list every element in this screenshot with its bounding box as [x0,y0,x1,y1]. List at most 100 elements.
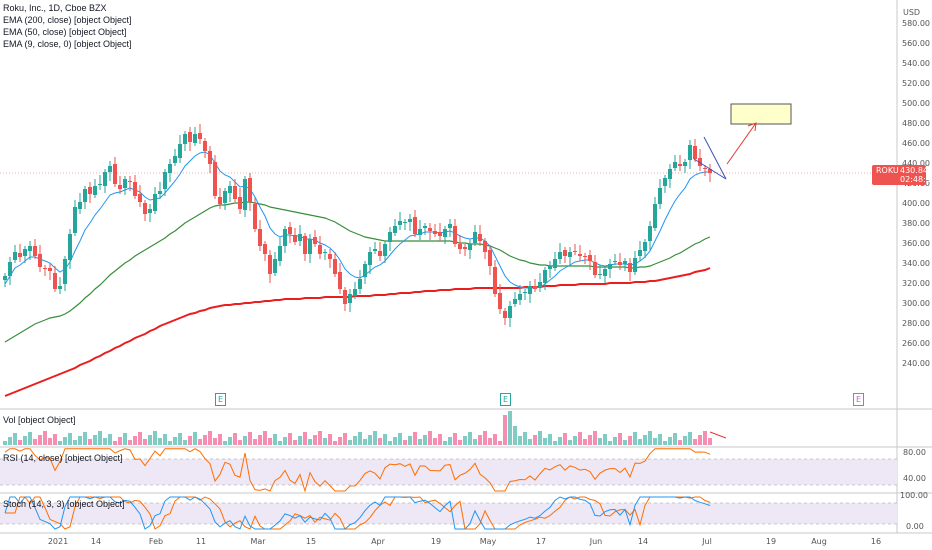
volume-bar [283,437,287,445]
legend-ema200[interactable]: EMA (200, close) [object Object] [3,15,132,25]
candle-body [428,228,432,231]
candle-body [63,259,67,284]
time-tick-label: 15 [305,537,317,546]
volume-bar [318,431,322,445]
time-tick-label: 17 [535,537,547,546]
candle-body [558,252,562,259]
time-tick-label: 14 [90,537,102,546]
earnings-marker-jul[interactable]: E [853,393,864,406]
candle-body [273,259,277,273]
legend-stoch[interactable]: Stoch (14, 3, 3) [object Object] [3,499,125,509]
legend-rsi[interactable]: RSI (14, close) [object Object] [3,453,123,463]
candle-body [198,133,202,139]
volume-bar [13,433,17,445]
candle-body [443,229,447,237]
volume-bar [183,440,187,445]
candle-body [78,202,82,209]
candle-body [263,244,267,254]
volume-bar [658,434,662,445]
candle-body [348,294,352,303]
volume-bar [418,439,422,445]
volume-bar [23,436,27,445]
price-tick-label: 480.00 [902,119,930,128]
candle-body [178,144,182,158]
stoch-pane [0,496,897,530]
candle-body [553,259,557,268]
candle-body [213,162,217,196]
volume-bar [118,437,122,445]
rsi-pane [0,448,897,493]
volume-bar [378,438,382,445]
volume-bar [238,440,242,445]
earnings-marker-apr[interactable]: E [500,393,511,406]
volume-bar [263,431,267,445]
volume-bar [68,433,72,445]
candle-body [138,194,142,202]
volume-bar [508,411,512,445]
candle-body [363,264,367,277]
volume-bar [668,437,672,445]
candle-body [313,237,317,244]
candle-body [318,245,322,254]
volume-bar [343,433,347,445]
volume-bar [403,440,407,445]
candle-body [578,254,582,256]
ema-lines [0,151,897,397]
volume-bar [278,441,282,445]
candle-body [688,145,692,160]
earnings-marker-feb[interactable]: E [215,393,226,406]
volume-bar [178,433,182,445]
volume-bar [538,431,542,445]
candle-body [298,234,302,241]
legend-ema9[interactable]: EMA (9, close, 0) [object Object] [3,39,132,49]
price-tick-label: 460.00 [902,139,930,148]
volume-bar [558,437,562,445]
candle-body [388,232,392,242]
price-tick-label: 300.00 [902,299,930,308]
candle-body [538,282,542,287]
volume-bar [323,438,327,445]
volume-bar [108,434,112,445]
last-price-tag: ROKU 430.84 02:48:59 [872,165,932,185]
volume-bar [228,437,232,445]
candle-body [253,204,257,229]
volume-bar [8,437,12,445]
candle-body [173,156,177,163]
candle-body [353,289,357,296]
ema200-line [4,267,711,397]
volume-bar [413,432,417,445]
candle-body [373,249,377,251]
candle-body [598,274,602,275]
volume-bar [523,432,527,445]
volume-bar [258,435,262,445]
candle-body [523,292,527,293]
volume-bar [428,431,432,445]
volume-bar [398,433,402,445]
candle-body [483,241,487,252]
candle-body [193,134,197,143]
time-tick-label: 2021 [47,537,69,546]
volume-bar [203,435,207,445]
candle-body [93,186,97,195]
legend-title[interactable]: Roku, Inc., 1D, Cboe BZX [3,3,107,13]
candle-body [548,266,552,269]
volume-bar [333,441,337,445]
legend-volume[interactable]: Vol [object Object] [3,415,76,425]
volume-bar [298,436,302,445]
price-tick-label: 560.00 [902,39,930,48]
volume-bar [633,432,637,445]
volume-bar [18,440,22,445]
volume-bar [313,435,317,445]
volume-bar [293,440,297,445]
candle-body [328,254,332,259]
candle-body [663,178,667,186]
price-tick-label: 280.00 [902,319,930,328]
wedge-lower [693,158,727,180]
wedge-upper [703,136,727,180]
time-tick-label: May [479,537,497,546]
time-tick-label: 16 [870,537,882,546]
volume-bar [163,434,167,445]
candle-body [508,306,512,318]
legend-ema50[interactable]: EMA (50, close) [object Object] [3,27,127,37]
